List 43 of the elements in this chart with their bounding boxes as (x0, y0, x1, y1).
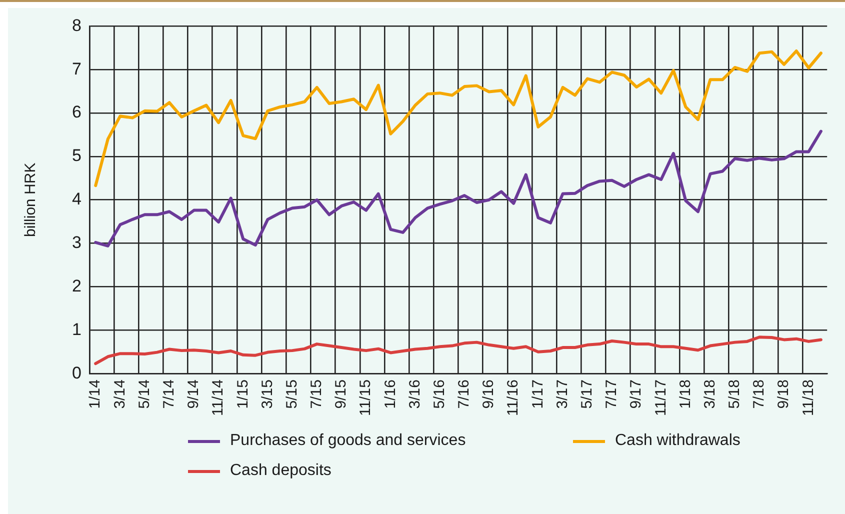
x-tick-label: 5/16 (430, 380, 448, 409)
y-tick-label: 8 (72, 16, 82, 35)
x-tick-label: 11/15 (357, 380, 374, 416)
x-tick-label: 5/14 (136, 380, 153, 409)
y-tick-label: 4 (72, 190, 82, 209)
x-tick-label: 7/14 (160, 380, 178, 409)
x-tick-label: 3/18 (701, 380, 718, 409)
x-tick-label: 3/15 (258, 380, 276, 409)
y-tick-label: 1 (72, 320, 82, 339)
y-tick-label: 7 (72, 59, 82, 78)
x-tick-label: 11/18 (800, 380, 817, 416)
x-tick-label: 1/14 (86, 380, 104, 409)
x-tick-label: 1/16 (382, 380, 399, 409)
x-tick-label: 5/18 (726, 380, 744, 409)
x-tick-label: 1/17 (529, 380, 546, 409)
legend-label: Cash deposits (230, 462, 332, 480)
y-tick-label: 0 (72, 363, 82, 382)
x-tick-label: 5/15 (283, 380, 300, 409)
y-tick-label: 2 (72, 276, 82, 296)
x-tick-label: 11/17 (652, 380, 670, 416)
x-tick-label: 11/14 (210, 380, 227, 416)
y-tick-label: 5 (72, 146, 82, 166)
x-tick-label: 11/16 (504, 380, 522, 416)
legend-label: Cash withdrawals (615, 432, 740, 450)
x-tick-label: 3/17 (554, 380, 571, 409)
x-tick-label: 1/18 (676, 380, 694, 409)
legend-label: Purchases of goods and services (230, 432, 466, 450)
x-tick-label: 1/15 (234, 380, 252, 409)
x-tick-label: 5/17 (578, 380, 596, 409)
x-tick-label: 3/16 (406, 380, 424, 409)
x-tick-label: 9/16 (480, 380, 498, 409)
y-tick-label: 3 (72, 233, 82, 252)
x-tick-label: 9/15 (332, 380, 350, 409)
y-tick-label: 6 (72, 102, 82, 122)
x-tick-label: 9/17 (628, 380, 645, 409)
x-tick-label: 3/14 (111, 380, 128, 409)
x-tick-label: 7/18 (750, 380, 768, 409)
x-tick-label: 9/18 (775, 380, 792, 409)
x-tick-label: 9/14 (185, 380, 202, 409)
x-tick-label: 7/17 (603, 380, 620, 409)
x-tick-label: 7/15 (308, 380, 326, 409)
x-tick-label: 7/16 (456, 380, 473, 409)
y-axis-title: billion HRK (22, 162, 40, 237)
